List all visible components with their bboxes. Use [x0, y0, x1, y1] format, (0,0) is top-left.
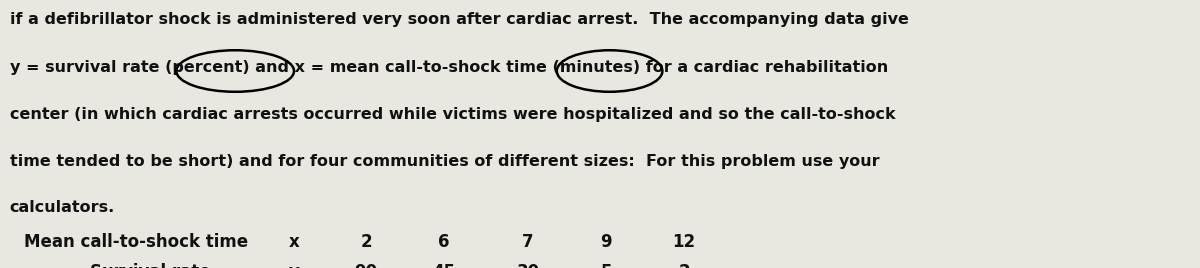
Text: 5: 5 [600, 263, 612, 268]
Text: 30: 30 [516, 263, 540, 268]
Text: 90: 90 [354, 263, 378, 268]
Text: 45: 45 [432, 263, 456, 268]
Text: 6: 6 [438, 233, 450, 251]
Text: 2: 2 [678, 263, 690, 268]
Text: y: y [288, 263, 300, 268]
Text: 12: 12 [672, 233, 696, 251]
Text: x: x [289, 233, 299, 251]
Text: 9: 9 [600, 233, 612, 251]
Text: calculators.: calculators. [10, 200, 115, 215]
Text: Mean call-to-shock time: Mean call-to-shock time [24, 233, 248, 251]
Text: time tended to be short) and for four communities of different sizes:  For this : time tended to be short) and for four co… [10, 154, 880, 169]
Text: if a defibrillator shock is administered very soon after cardiac arrest.  The ac: if a defibrillator shock is administered… [10, 12, 908, 27]
Text: 2: 2 [360, 233, 372, 251]
Text: 7: 7 [522, 233, 534, 251]
Text: center (in which cardiac arrests occurred while victims were hospitalized and so: center (in which cardiac arrests occurre… [10, 107, 895, 122]
Text: Survival rate: Survival rate [90, 263, 211, 268]
Text: y = survival rate (percent) and x = mean call-to-shock time (minutes) for a card: y = survival rate (percent) and x = mean… [10, 60, 888, 75]
